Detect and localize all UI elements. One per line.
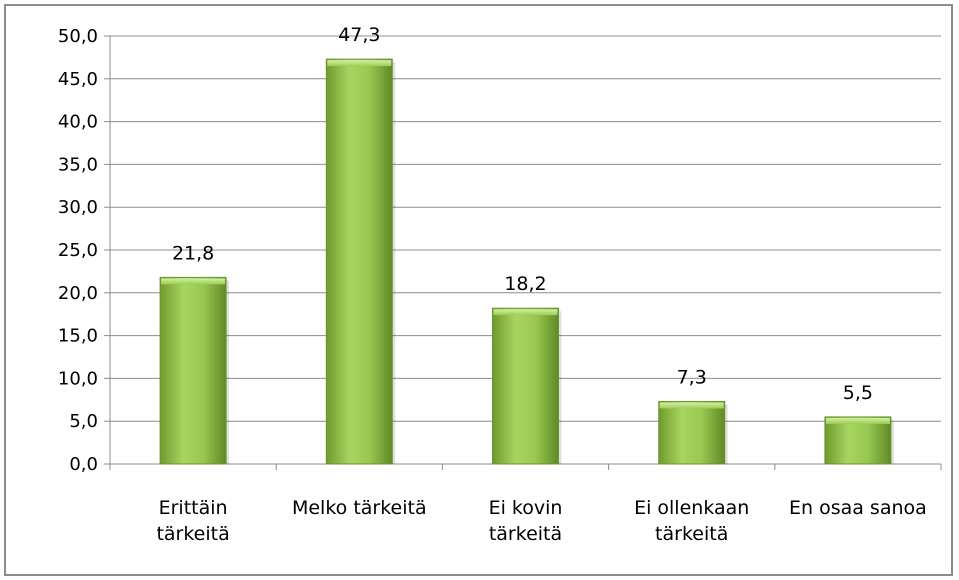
y-tick-label: 0,0 [69,454,98,475]
y-tick-label: 10,0 [58,368,98,389]
bar [325,58,393,465]
labels: 0,0 5,0 10,0 15,0 20,0 25,0 30,0 35,0 40,0 45,0 50… [58,24,927,545]
bar [824,416,892,465]
category-label: tärkeitä [655,523,728,545]
data-label: 21,8 [172,242,214,264]
bar-cap [493,309,558,316]
category-label: En osaa sanoa [789,497,927,519]
bar-cap [161,278,226,285]
gridlines [110,35,941,422]
y-tick-label: 25,0 [58,240,98,261]
y-tick-label: 20,0 [58,283,98,304]
y-tick-label: 30,0 [58,197,98,218]
bars [159,58,894,465]
data-label: 18,2 [504,273,546,295]
category-label: Ei kovin [489,497,563,519]
category-label: Melko tärkeitä [292,497,427,519]
y-tick-label: 50,0 [58,26,98,47]
y-tick-label: 45,0 [58,69,98,90]
y-tick-label: 15,0 [58,326,98,347]
category-label: Erittäin [159,497,228,519]
bar [159,276,227,465]
category-label: Ei ollenkaan [634,497,749,519]
data-label: 7,3 [677,367,707,389]
data-label: 5,5 [843,382,873,404]
y-tick-label: 35,0 [58,154,98,175]
y-tick-label: 5,0 [69,411,98,432]
bar-cap [327,60,392,67]
data-label: 47,3 [338,24,380,46]
bar-cap [659,402,724,409]
bar-cap [825,417,890,424]
category-label: tärkeitä [156,523,229,545]
bar [658,401,726,465]
bar [492,307,559,465]
y-tick-label: 40,0 [58,112,98,133]
category-label: tärkeitä [489,523,562,545]
